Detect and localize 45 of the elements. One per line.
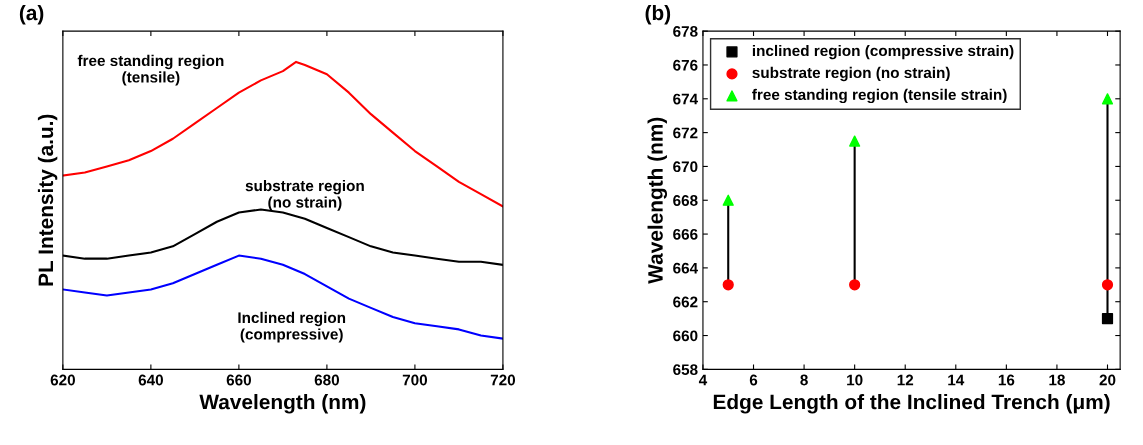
x-tick-label: 620: [50, 374, 75, 386]
x-tick-label: 18: [1049, 374, 1065, 386]
y-tick-label: 674: [673, 93, 698, 105]
y-tick-label: 662: [673, 296, 698, 308]
y-tick-label: 658: [673, 364, 698, 376]
legend-label: substrate region (no strain): [752, 66, 950, 82]
y-tick-label: 666: [673, 228, 698, 240]
x-tick-label: 12: [897, 374, 914, 386]
point: [722, 194, 734, 206]
point: [849, 135, 861, 147]
y-tick-label: 670: [673, 161, 698, 173]
x-tick-label: 20: [1099, 374, 1116, 386]
x-tick-label: 700: [402, 374, 428, 386]
point: [849, 279, 861, 291]
x-tick-label: 6: [749, 374, 758, 386]
y-tick-label: 676: [673, 59, 698, 71]
x-tick-label: 720: [490, 374, 516, 386]
y-axis-title: PL Intensity (a.u.): [37, 114, 58, 286]
x-axis-title: Edge Length of the Inclined Trench (μm): [713, 394, 1110, 414]
x-tick-label: 640: [138, 374, 163, 386]
y-tick-label: 660: [673, 330, 698, 342]
annotation: Inclined region (compressive): [238, 311, 346, 343]
y-axis-title: Wavelength (nm): [647, 117, 668, 284]
point: [1101, 93, 1114, 105]
point: [1101, 279, 1114, 291]
y-tick-label: 672: [673, 127, 698, 139]
x-tick-label: 680: [314, 374, 340, 386]
x-tick-label: 16: [998, 374, 1015, 386]
chart-title: (a): [19, 4, 44, 25]
point: [722, 279, 734, 291]
x-tick-label: 4: [698, 374, 708, 386]
y-tick-label: 678: [673, 26, 698, 37]
x-tick-label: 14: [948, 374, 965, 386]
annotation: free standing region (tensile): [77, 54, 224, 86]
x-axis-title: Wavelength (nm): [199, 394, 366, 414]
annotation: substrate region (no strain): [245, 179, 364, 211]
x-tick-label: 10: [847, 374, 863, 386]
legend-label: free standing region (tensile strain): [752, 88, 1007, 104]
y-tick-label: 664: [673, 262, 698, 274]
y-tick-label: 668: [673, 195, 698, 206]
legend-label: inclined region (compressive strain): [752, 44, 1014, 60]
x-tick-label: 8: [800, 374, 808, 386]
x-tick-label: 660: [226, 374, 252, 386]
point: [1101, 313, 1114, 325]
chart-title: (b): [645, 4, 671, 25]
